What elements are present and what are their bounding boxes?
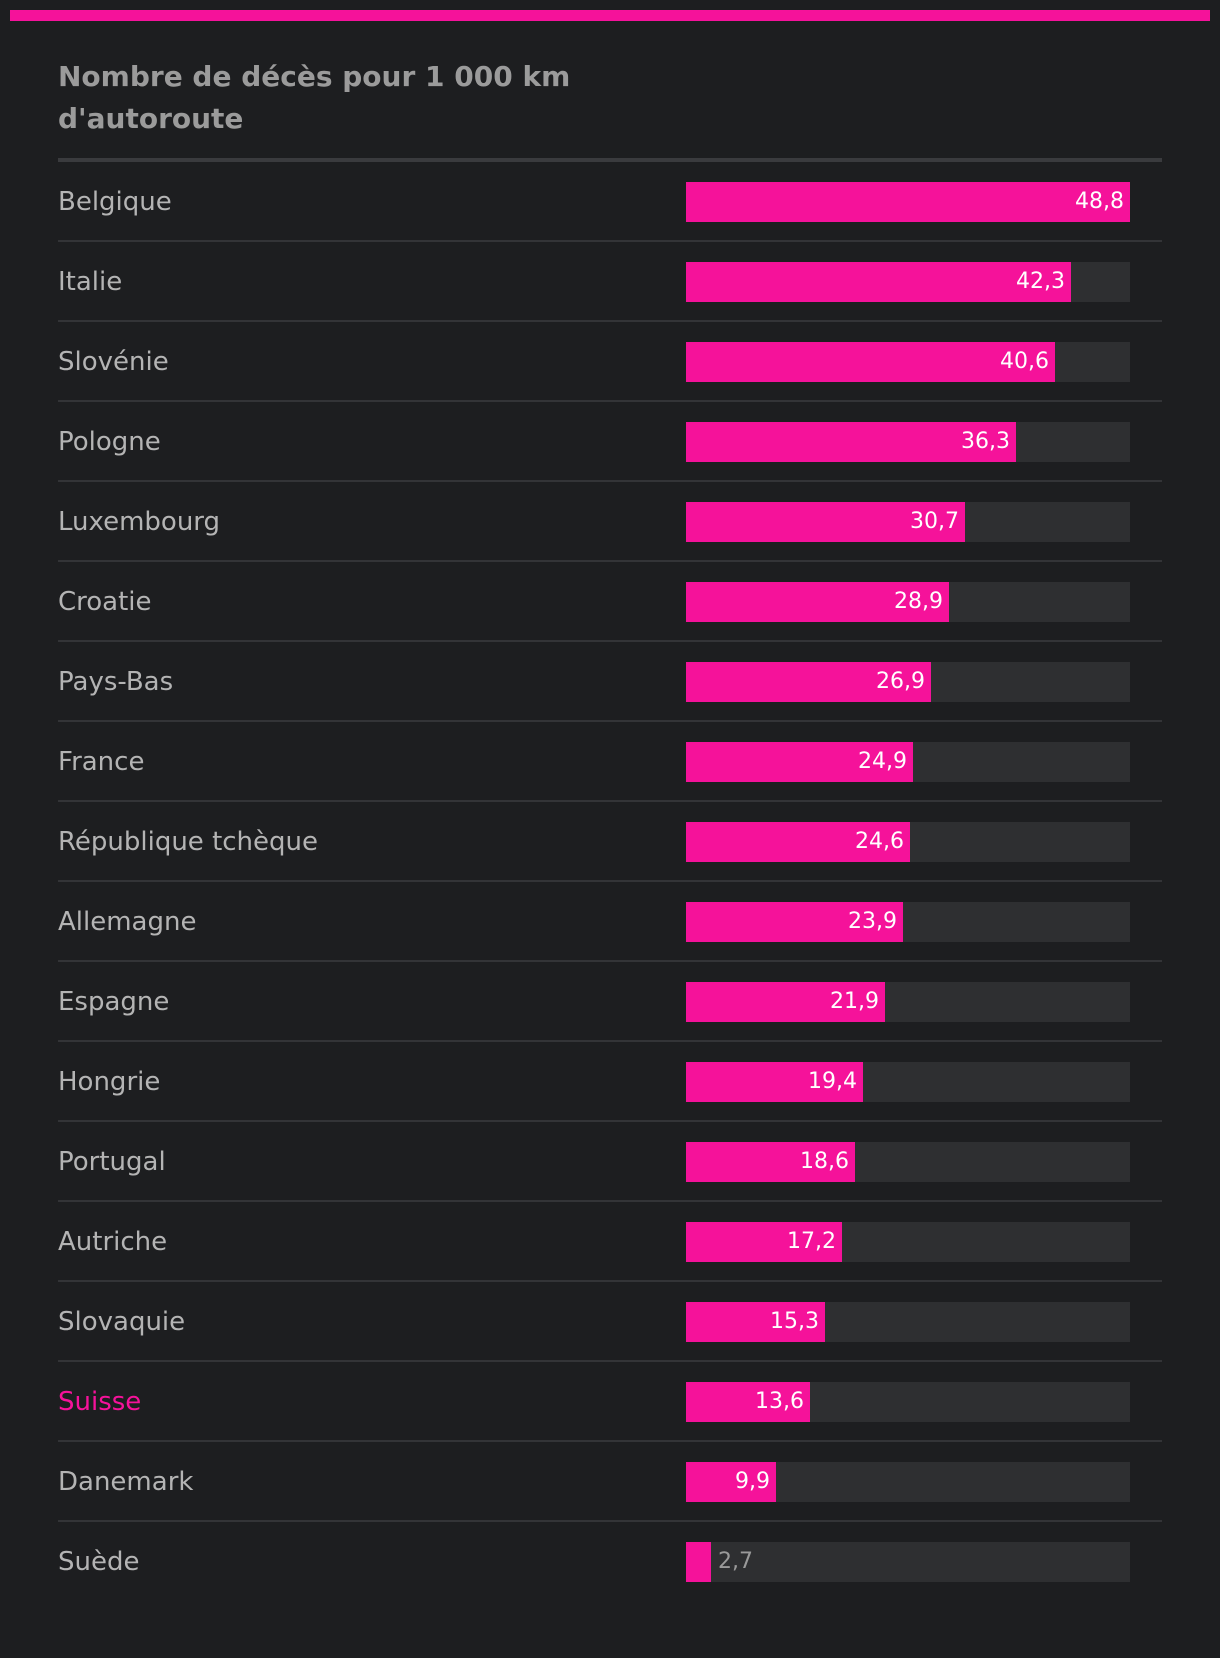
- bar-chart: Belgique 48,8 Italie 42,3 Slovénie 40,6 Pologn…: [58, 162, 1162, 1602]
- category-label: Croatie: [58, 587, 152, 617]
- value-label: 42,3: [1016, 269, 1065, 294]
- category-label: Danemark: [58, 1467, 194, 1497]
- bar-track: 36,3: [686, 422, 1130, 462]
- category-label: Belgique: [58, 187, 172, 217]
- category-label: Suisse: [58, 1387, 142, 1417]
- bar: [686, 1142, 855, 1182]
- chart-row: Pays-Bas 26,9: [58, 642, 1162, 722]
- value-label: 40,6: [1000, 349, 1049, 374]
- bar: [686, 662, 931, 702]
- value-label: 21,9: [830, 989, 879, 1014]
- bar-track: 19,4: [686, 1062, 1130, 1102]
- category-label: Portugal: [58, 1147, 166, 1177]
- bar-track: 15,3: [686, 1302, 1130, 1342]
- title-divider: [58, 158, 1162, 162]
- bar: [686, 742, 913, 782]
- chart-row: Suisse 13,6: [58, 1362, 1162, 1442]
- bar-track: 13,6: [686, 1382, 1130, 1422]
- bar: [686, 1062, 863, 1102]
- category-label: Pays-Bas: [58, 667, 174, 697]
- bar-track: 21,9: [686, 982, 1130, 1022]
- bar: [686, 1542, 711, 1582]
- bar: [686, 982, 885, 1022]
- bar-track: 30,7: [686, 502, 1130, 542]
- value-label: 17,2: [787, 1229, 836, 1254]
- value-label: 30,7: [910, 509, 959, 534]
- accent-top-bar: [10, 10, 1210, 21]
- category-label: Suède: [58, 1547, 140, 1577]
- bar: [686, 902, 903, 942]
- category-label: Autriche: [58, 1227, 168, 1257]
- value-label: 19,4: [808, 1069, 857, 1094]
- value-label: 28,9: [894, 589, 943, 614]
- chart-row: Portugal 18,6: [58, 1122, 1162, 1202]
- chart-row: Suède 2,7: [58, 1522, 1162, 1602]
- bar-track: 18,6: [686, 1142, 1130, 1182]
- bar: [686, 262, 1071, 302]
- chart-row: Croatie 28,9: [58, 562, 1162, 642]
- bar-track: 9,9: [686, 1462, 1130, 1502]
- chart-row: République tchèque 24,6: [58, 802, 1162, 882]
- bar-track: 42,3: [686, 262, 1130, 302]
- category-label: France: [58, 747, 145, 777]
- chart-row: Slovénie 40,6: [58, 322, 1162, 402]
- bar-track: 17,2: [686, 1222, 1130, 1262]
- chart-row: Luxembourg 30,7: [58, 482, 1162, 562]
- bar: [686, 502, 965, 542]
- category-label: Pologne: [58, 427, 161, 457]
- value-label: 24,9: [858, 749, 907, 774]
- bar: [686, 1222, 842, 1262]
- value-label: 36,3: [961, 429, 1010, 454]
- category-label: Italie: [58, 267, 123, 297]
- bar: [686, 1462, 776, 1502]
- category-label: Luxembourg: [58, 507, 221, 537]
- bar: [686, 1302, 825, 1342]
- chart-row: Pologne 36,3: [58, 402, 1162, 482]
- value-label: 26,9: [876, 669, 925, 694]
- bar-track: 26,9: [686, 662, 1130, 702]
- bar: [686, 182, 1130, 222]
- value-label: 2,7: [718, 1549, 753, 1574]
- value-label: 24,6: [855, 829, 904, 854]
- value-label: 9,9: [735, 1469, 770, 1494]
- chart-row: Slovaquie 15,3: [58, 1282, 1162, 1362]
- bar-track: 24,6: [686, 822, 1130, 862]
- value-label: 48,8: [1075, 189, 1124, 214]
- bar: [686, 822, 910, 862]
- bar-track: 48,8: [686, 182, 1130, 222]
- chart-row: France 24,9: [58, 722, 1162, 802]
- chart-row: Hongrie 19,4: [58, 1042, 1162, 1122]
- value-label: 18,6: [800, 1149, 849, 1174]
- bar: [686, 422, 1016, 462]
- category-label: Allemagne: [58, 907, 197, 937]
- bar-track: 23,9: [686, 902, 1130, 942]
- category-label: République tchèque: [58, 827, 319, 857]
- category-label: Espagne: [58, 987, 170, 1017]
- bar-track: 28,9: [686, 582, 1130, 622]
- category-label: Slovénie: [58, 347, 169, 377]
- category-label: Slovaquie: [58, 1307, 186, 1337]
- value-label: 15,3: [770, 1309, 819, 1334]
- value-label: 23,9: [848, 909, 897, 934]
- chart-row: Italie 42,3: [58, 242, 1162, 322]
- bar: [686, 1382, 810, 1422]
- chart-row: Espagne 21,9: [58, 962, 1162, 1042]
- chart-row: Danemark 9,9: [58, 1442, 1162, 1522]
- chart-title: Nombre de décès pour 1 000 km d'autorout…: [58, 60, 571, 135]
- bar-track: 2,7: [686, 1542, 1130, 1582]
- chart-row: Autriche 17,2: [58, 1202, 1162, 1282]
- category-label: Hongrie: [58, 1067, 161, 1097]
- value-label: 13,6: [755, 1389, 804, 1414]
- bar-track: 24,9: [686, 742, 1130, 782]
- bar: [686, 342, 1055, 382]
- chart-row: Allemagne 23,9: [58, 882, 1162, 962]
- bar: [686, 582, 949, 622]
- chart-row: Belgique 48,8: [58, 162, 1162, 242]
- bar-track: 40,6: [686, 342, 1130, 382]
